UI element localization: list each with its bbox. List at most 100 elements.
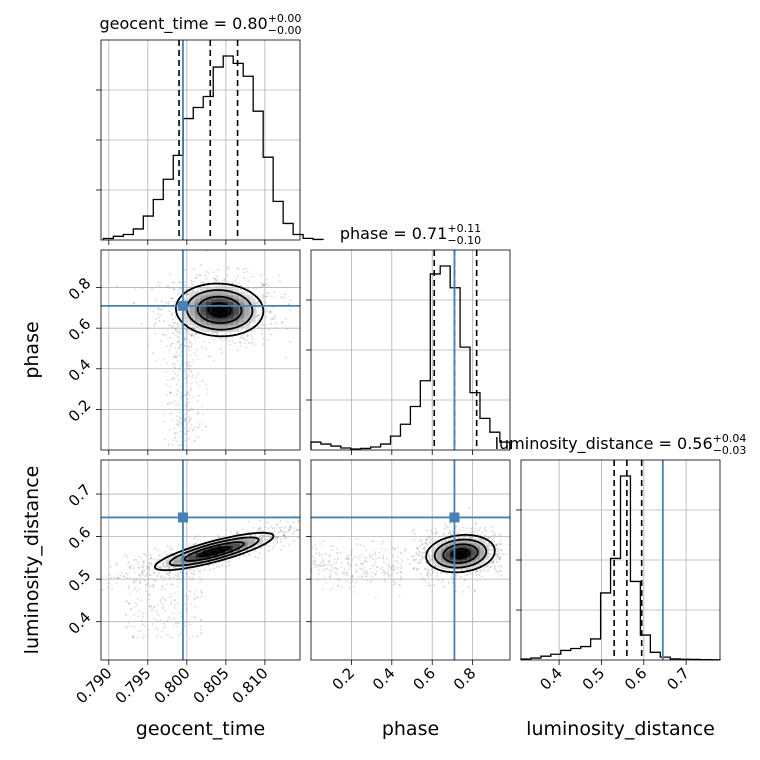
sample-point — [475, 571, 477, 574]
sample-point — [469, 536, 472, 538]
sample-point — [273, 527, 276, 529]
sample-point — [176, 419, 179, 422]
sample-point — [134, 601, 136, 604]
sample-point — [161, 300, 164, 303]
sample-point — [236, 267, 239, 269]
sample-point — [172, 370, 175, 373]
sample-point — [221, 285, 224, 288]
sample-point — [424, 567, 427, 570]
sample-point — [447, 581, 450, 584]
sample-point — [190, 335, 193, 338]
sample-point — [192, 396, 195, 399]
sample-point — [185, 362, 188, 365]
density-cell — [445, 550, 451, 553]
sample-point — [227, 561, 230, 563]
sample-point — [149, 554, 152, 556]
sample-point — [185, 607, 188, 610]
sample-point — [440, 580, 443, 583]
sample-point — [364, 575, 367, 578]
sample-point — [175, 403, 177, 406]
sample-point — [247, 342, 250, 344]
density-cell — [205, 314, 212, 319]
sample-point — [150, 607, 153, 610]
sample-point — [219, 348, 222, 351]
sample-point — [174, 347, 177, 349]
density-cell — [210, 545, 219, 549]
sample-point — [124, 626, 127, 629]
sample-point — [351, 575, 354, 577]
sample-point — [272, 318, 275, 321]
sample-point — [380, 568, 382, 570]
scatter-panel-geocent_time-luminosity_distance — [100, 459, 301, 661]
sample-point — [125, 600, 128, 603]
sample-point — [155, 360, 158, 362]
sample-point — [484, 529, 487, 532]
sample-point — [125, 614, 128, 617]
sample-point — [161, 595, 164, 598]
sample-point — [258, 286, 260, 289]
sample-point — [417, 554, 420, 557]
sample-point — [147, 629, 150, 632]
density-cell — [222, 314, 229, 319]
sample-point — [424, 541, 427, 544]
sample-point — [197, 596, 199, 599]
panel-frame — [520, 459, 721, 661]
sample-point — [492, 534, 495, 537]
sample-point — [500, 565, 503, 567]
sample-point — [137, 567, 140, 570]
sample-point — [431, 550, 433, 553]
sample-point — [168, 287, 171, 289]
density-cell — [244, 324, 251, 329]
sample-point — [180, 435, 182, 438]
sample-point — [255, 310, 258, 312]
sample-point — [142, 560, 144, 563]
density-cell — [458, 554, 464, 558]
sample-point — [176, 341, 178, 344]
sample-point — [371, 539, 374, 542]
sample-point — [173, 604, 176, 606]
sample-point — [177, 289, 180, 292]
sample-point — [157, 306, 160, 309]
sample-point — [196, 290, 199, 292]
sample-point — [174, 328, 177, 330]
sample-point — [157, 572, 160, 575]
sample-point — [386, 572, 389, 575]
sample-point — [111, 588, 113, 590]
density-cell — [484, 557, 489, 560]
sample-point — [136, 636, 139, 639]
sample-point — [237, 530, 240, 533]
density-cell — [188, 550, 197, 554]
sample-point — [170, 402, 173, 405]
sample-point — [183, 432, 186, 435]
sample-point — [192, 374, 194, 376]
sample-point — [374, 553, 377, 556]
sample-point — [396, 572, 398, 574]
sample-point — [329, 570, 332, 573]
sample-point — [400, 566, 403, 569]
sample-point — [351, 580, 354, 583]
sample-point — [174, 300, 177, 303]
density-cell — [445, 561, 451, 565]
density-cell — [238, 291, 245, 296]
density-cell — [462, 561, 468, 565]
sample-point — [194, 439, 197, 442]
density-cell — [200, 328, 207, 332]
sample-point — [420, 578, 423, 580]
sample-point — [160, 587, 163, 590]
sample-point — [487, 536, 490, 539]
sample-point — [132, 567, 135, 570]
sample-point — [203, 281, 205, 284]
sample-point — [145, 565, 148, 568]
density-cell — [205, 295, 212, 299]
sample-point — [331, 570, 334, 572]
sample-point — [200, 632, 203, 635]
sample-point — [475, 569, 478, 572]
density-cell — [227, 318, 234, 322]
sample-point — [150, 557, 153, 560]
sample-point — [231, 282, 234, 285]
sample-point — [262, 285, 265, 287]
sample-point — [488, 556, 491, 559]
sample-point — [425, 542, 428, 545]
sample-point — [177, 621, 179, 624]
sample-point — [268, 548, 271, 551]
